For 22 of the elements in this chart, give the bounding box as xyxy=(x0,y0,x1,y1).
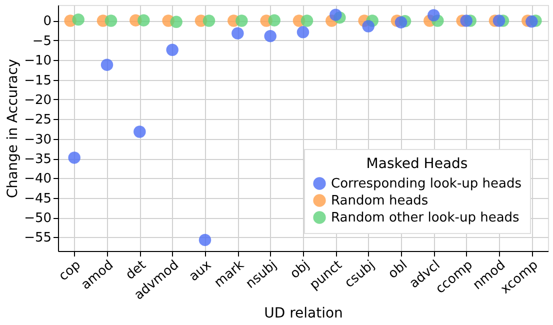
y-axis-title: Change in Accuracy xyxy=(5,58,22,198)
x-tick-label: obj xyxy=(288,258,312,282)
legend-label: Random heads xyxy=(331,194,428,208)
y-tick-label: −55 xyxy=(24,230,52,246)
y-tick-label: −30 xyxy=(24,132,52,148)
x-tick-label: aux xyxy=(186,258,215,285)
y-tick-label: −15 xyxy=(24,73,52,88)
legend-label: Corresponding look-up heads xyxy=(331,176,522,192)
x-tick-label: obl xyxy=(386,258,410,282)
y-tick-label: 0 xyxy=(43,14,52,30)
y-tick-label: −40 xyxy=(24,172,52,187)
x-tick-label: cop xyxy=(56,258,84,284)
y-tick-label: −35 xyxy=(24,152,52,168)
y-tick-label: −10 xyxy=(24,54,52,69)
x-axis-title: UD relation xyxy=(264,305,343,322)
legend-label: Random other look-up heads xyxy=(331,210,520,226)
y-tick-label: −5 xyxy=(32,34,52,49)
legend-title: Masked Heads xyxy=(366,156,468,172)
y-tick-label: −20 xyxy=(24,92,52,108)
y-tick-label: −25 xyxy=(24,112,52,128)
y-tick-label: −50 xyxy=(24,211,52,226)
y-tick-label: −45 xyxy=(24,191,52,206)
